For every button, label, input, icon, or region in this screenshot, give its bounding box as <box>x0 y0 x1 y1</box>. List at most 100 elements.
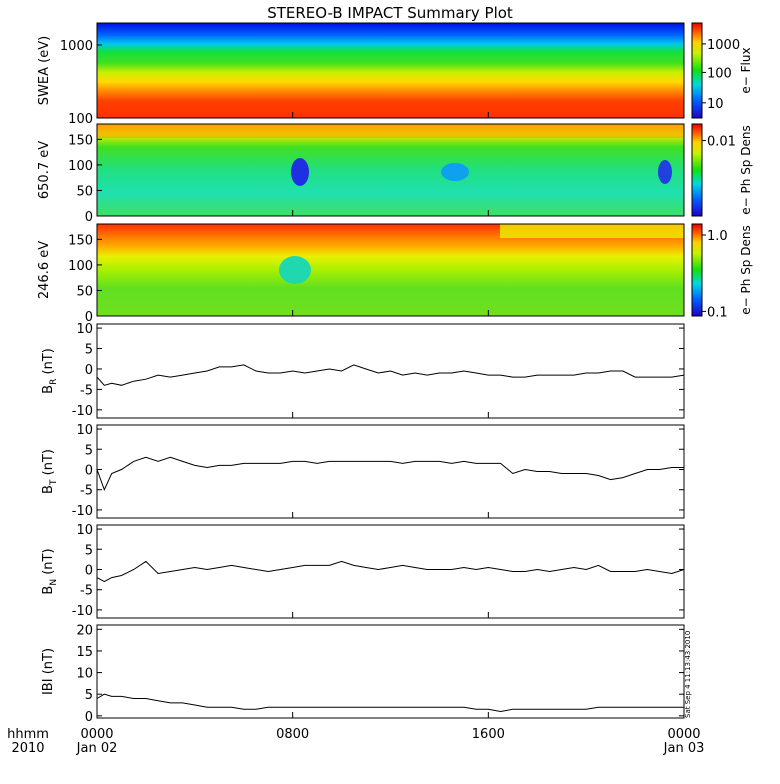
br-ytick-label: -5 <box>80 383 93 398</box>
pad650-panel: 150 100 50 0 650.7 eV 0.01 e− Ph Sp Dens <box>37 123 753 225</box>
swea-colorbar-label: e− Flux <box>739 47 753 93</box>
pad650-high-pitch-band <box>97 124 684 138</box>
bn-ylabel-unit: (nT) <box>41 548 56 578</box>
swea-heatmap-field <box>97 23 684 118</box>
bn-ytick-label: -10 <box>72 604 93 619</box>
swea-colorbar <box>691 22 703 119</box>
time-tick-date: Jan 02 <box>76 741 118 756</box>
plot-title: STEREO-B IMPACT Summary Plot <box>267 4 513 22</box>
bmag-ytick-label: 15 <box>76 645 93 660</box>
bmag-ytick-label: 20 <box>76 623 93 638</box>
pad650-low-density-blob <box>291 158 309 186</box>
pad650-colorbar-label: e− Ph Sp Dens <box>739 125 753 214</box>
pad246-low-density-blob <box>279 256 311 284</box>
pad650-frame <box>96 123 685 217</box>
pad246-colorbar-tick-label: 0.1 <box>707 305 728 320</box>
pad246-frame <box>96 223 685 317</box>
bt-ytick-label: 0 <box>85 463 93 478</box>
bmag-ylabel-unit: (nT) <box>41 648 56 678</box>
swea-ylabel: SWEA (eV) <box>37 36 52 105</box>
bt-ylabel-sub: T <box>49 479 59 486</box>
pad246-high-pitch-band <box>500 224 684 238</box>
bn-ylabel-main: B <box>41 586 56 595</box>
bt-ytick-label: -10 <box>72 504 93 519</box>
bn-ytick-label: 0 <box>85 563 93 578</box>
bmag-ytick-label: 10 <box>76 667 93 682</box>
swea-colorbar-tick-label: 1000 <box>707 38 740 53</box>
time-tick-label: 1600 <box>472 727 505 742</box>
swea-ytick-label: 100 <box>68 112 93 127</box>
pad650-ytick-label: 50 <box>76 184 93 199</box>
bn-ylabel: BN (nT) <box>41 548 59 594</box>
bmag-series-line <box>96 693 684 713</box>
pad650-heatmap-field <box>97 124 684 216</box>
bn-ytick-label: 5 <box>85 543 93 558</box>
bmag-ylabel-main: IBI <box>41 678 56 695</box>
bn-ytick-label: 10 <box>76 523 93 538</box>
time-axis-corner-top: hhmm <box>7 727 49 742</box>
br-ytick-label: 10 <box>76 322 93 337</box>
time-axis-corner-bottom: 2010 <box>11 741 44 756</box>
pad650-colorbar-tick-label: 0.01 <box>707 135 736 150</box>
bt-series-line <box>96 456 684 492</box>
pad650-low-density-blob <box>441 163 469 181</box>
pad246-colorbar <box>691 223 703 317</box>
pad650-ytick-label: 0 <box>85 210 93 225</box>
bt-ytick-label: 10 <box>76 423 93 438</box>
br-ytick-label: 5 <box>85 343 93 358</box>
bmag-ytick-label: 0 <box>85 710 93 725</box>
bn-panel: 10 5 0 -5 -10 BN (nT) <box>41 523 685 619</box>
bt-ylabel-unit: (nT) <box>41 449 56 479</box>
pad246-ytick-label: 0 <box>85 310 93 325</box>
pad246-ytick-label: 100 <box>68 259 93 274</box>
swea-frame <box>96 22 685 119</box>
swea-ytick-label: 1000 <box>60 39 93 54</box>
bt-frame <box>96 424 685 519</box>
time-tick-label: 0000 <box>667 727 700 742</box>
bn-ylabel-sub: N <box>49 579 59 586</box>
time-tick-label: 0000 <box>80 727 113 742</box>
pad246-colorbar-tick-label: 1.0 <box>707 229 728 244</box>
pad246-ylabel: 246.6 eV <box>37 241 52 299</box>
swea-colorbar-tick-label: 10 <box>707 97 724 112</box>
bmag-panel: 20 15 10 5 0 IBI (nT) <box>41 623 685 725</box>
pad246-ytick-label: 150 <box>68 233 93 248</box>
bt-ytick-label: -5 <box>80 484 93 499</box>
pad246-panel: 150 100 50 0 246.6 eV 1.0 0.1 e− Ph Sp Dens <box>37 223 753 325</box>
bmag-frame <box>96 624 685 719</box>
bn-series-line <box>96 560 685 583</box>
bt-ytick-label: 5 <box>85 443 93 458</box>
pad650-ytick-label: 100 <box>68 159 93 174</box>
creation-stamp: Sat Sep 4 11:13:43 2010 <box>684 631 692 718</box>
bt-ylabel: BT (nT) <box>41 449 59 494</box>
pad650-ylabel: 650.7 eV <box>37 141 52 199</box>
pad246-colorbar-label: e− Ph Sp Dens <box>739 225 753 314</box>
pad650-low-density-blob <box>658 160 672 184</box>
bmag-ylabel: IBI (nT) <box>41 648 56 695</box>
bn-frame <box>96 524 685 619</box>
time-tick-label: 0800 <box>276 727 309 742</box>
br-series-line <box>96 364 685 386</box>
time-tick-date: Jan 03 <box>663 741 705 756</box>
bt-panel: 10 5 0 -5 -10 BT (nT) <box>41 423 685 519</box>
br-ylabel: BR (nT) <box>41 348 59 394</box>
br-ylabel-sub: R <box>49 379 59 385</box>
swea-panel: 1000 100 SWEA (eV) 1000 100 10 e− Flux <box>37 22 753 127</box>
br-ylabel-unit: (nT) <box>41 348 56 378</box>
br-panel: 10 5 0 -5 -10 BR (nT) <box>41 322 685 419</box>
br-ylabel-main: B <box>41 385 56 394</box>
pad246-heatmap-field <box>97 224 684 316</box>
pad650-colorbar <box>691 123 703 217</box>
bt-ylabel-main: B <box>41 485 56 494</box>
pad246-ytick-label: 50 <box>76 284 93 299</box>
br-ytick-label: -10 <box>72 404 93 419</box>
pad650-ytick-label: 150 <box>68 133 93 148</box>
bmag-ytick-label: 5 <box>85 688 93 703</box>
bn-ytick-label: -5 <box>80 584 93 599</box>
br-ytick-label: 0 <box>85 363 93 378</box>
swea-colorbar-tick-label: 100 <box>707 66 732 81</box>
